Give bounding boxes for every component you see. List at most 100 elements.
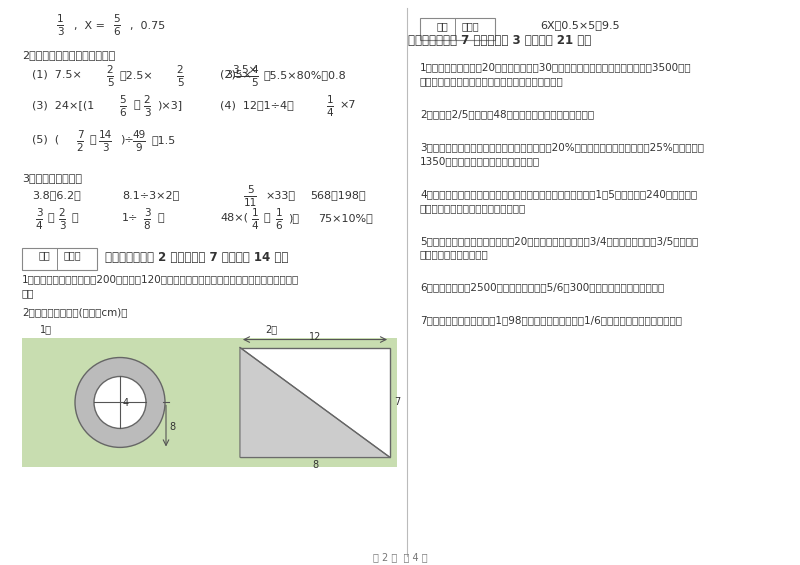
Text: ,  0.75: , 0.75 bbox=[130, 21, 166, 31]
Text: 评卷人: 评卷人 bbox=[462, 21, 480, 31]
Text: －: － bbox=[48, 212, 54, 223]
Text: 5: 5 bbox=[114, 14, 120, 24]
Text: 5: 5 bbox=[177, 78, 183, 88]
Text: 3．芳芳打一份稿件，上午打了这份稿件总字的20%，下午打了这份稿件总字的25%，一共打了: 3．芳芳打一份稿件，上午打了这份稿件总字的20%，下午打了这份稿件总字的25%，… bbox=[420, 142, 704, 152]
Text: 3: 3 bbox=[144, 108, 150, 118]
Bar bbox=[22, 337, 397, 467]
Text: 7．某粮店上一周卖出面粉1頀98吴，卖出的大米比面粉1/6，粮店上卖出大米多少千克？: 7．某粮店上一周卖出面粉1頀98吴，卖出的大米比面粉1/6，粮店上卖出大米多少千… bbox=[420, 316, 682, 325]
Text: 5: 5 bbox=[106, 78, 114, 88]
Text: 1．一项工程，甲独做20天完成，乙独做30天完成，现在两人合作，完成后共得3500元，: 1．一项工程，甲独做20天完成，乙独做30天完成，现在两人合作，完成后共得350… bbox=[420, 62, 692, 72]
Text: 1．一个长方形运动场长为200米，宽为120米，请用的比例尺画出它的平面图和它的所有对称: 1．一个长方形运动场长为200米，宽为120米，请用的比例尺画出它的平面图和它的… bbox=[22, 275, 299, 285]
Text: 得分: 得分 bbox=[39, 251, 50, 260]
Text: 6: 6 bbox=[120, 108, 126, 118]
Text: －: － bbox=[133, 100, 140, 110]
Text: 2．: 2． bbox=[265, 324, 277, 334]
Text: 1．: 1． bbox=[40, 324, 52, 334]
Text: 这批校服的一半，这批校服共多少套？: 这批校服的一半，这批校服共多少套？ bbox=[420, 203, 526, 213]
Text: 1: 1 bbox=[252, 208, 258, 218]
Text: －: － bbox=[264, 212, 270, 223]
Text: 6: 6 bbox=[114, 27, 120, 37]
Text: －1.5: －1.5 bbox=[152, 135, 176, 145]
Text: ＝: ＝ bbox=[72, 212, 78, 223]
Bar bbox=[240, 347, 390, 458]
Text: 5: 5 bbox=[120, 95, 126, 105]
Text: 3．直接写出得数。: 3．直接写出得数。 bbox=[22, 173, 82, 182]
Text: 3: 3 bbox=[144, 208, 150, 218]
Text: 4: 4 bbox=[252, 65, 258, 75]
Polygon shape bbox=[240, 347, 390, 458]
Text: 1: 1 bbox=[57, 14, 63, 24]
Text: 5: 5 bbox=[252, 78, 258, 88]
Text: 75×10%＝: 75×10%＝ bbox=[318, 212, 373, 223]
Text: 8.1÷3×2＝: 8.1÷3×2＝ bbox=[122, 190, 179, 200]
Text: 3: 3 bbox=[58, 221, 66, 231]
Text: 6: 6 bbox=[276, 221, 282, 231]
Text: 6．商店卖出白菜2500克，比卖出萝卜的5/6少300克，卖出的萝卜有多少吸？: 6．商店卖出白菜2500克，比卖出萝卜的5/6少300克，卖出的萝卜有多少吸？ bbox=[420, 282, 664, 293]
Text: (2): (2) bbox=[220, 70, 236, 80]
Text: 9: 9 bbox=[136, 143, 142, 153]
Text: 2．求阴影部分面积(单位：cm)。: 2．求阴影部分面积(单位：cm)。 bbox=[22, 307, 127, 318]
Text: 3: 3 bbox=[36, 208, 42, 218]
Text: 7: 7 bbox=[394, 397, 400, 407]
Text: 2．一桶油2/5，还剩下48千克，这桶油原来重多少千克？: 2．一桶油2/5，还剩下48千克，这桶油原来重多少千克？ bbox=[420, 109, 594, 119]
Text: )×3]: )×3] bbox=[157, 100, 182, 110]
Text: 5．商店运来一些水果，运来苹果20筐，梨的筐数是苹果的3/4，同时又是橘子的3/5，运来橘: 5．商店运来一些水果，运来苹果20筐，梨的筐数是苹果的3/4，同时又是橘子的3/… bbox=[420, 236, 698, 246]
Text: 48×(: 48×( bbox=[220, 212, 248, 223]
Text: 11: 11 bbox=[243, 198, 257, 208]
Text: 4．服装厂要生产一批校服，第一周完成的套数与总套数的比是1：5。如再生产240套，就完成: 4．服装厂要生产一批校服，第一周完成的套数与总套数的比是1：5。如再生产240套… bbox=[420, 189, 697, 199]
Text: (5)  (: (5) ( bbox=[32, 135, 59, 145]
Text: 4: 4 bbox=[326, 108, 334, 118]
Text: 2: 2 bbox=[144, 95, 150, 105]
Text: 2: 2 bbox=[77, 143, 83, 153]
Text: 7: 7 bbox=[77, 130, 83, 140]
Text: 2: 2 bbox=[177, 65, 183, 75]
Text: 49: 49 bbox=[132, 130, 146, 140]
Text: 3: 3 bbox=[57, 27, 63, 37]
Text: 4: 4 bbox=[123, 398, 129, 408]
Ellipse shape bbox=[94, 376, 146, 428]
Bar bbox=[22, 247, 97, 270]
Text: 评卷人: 评卷人 bbox=[64, 251, 82, 260]
Text: 3: 3 bbox=[102, 143, 108, 153]
Text: 子多少筐？（用方程解）: 子多少筐？（用方程解） bbox=[420, 250, 489, 260]
Text: 8: 8 bbox=[312, 460, 318, 471]
Text: 1: 1 bbox=[326, 95, 334, 105]
Text: 1÷: 1÷ bbox=[122, 212, 138, 223]
Bar bbox=[420, 18, 495, 40]
Text: 12: 12 bbox=[309, 332, 321, 342]
Text: (4)  12－1÷4－: (4) 12－1÷4－ bbox=[220, 100, 294, 110]
Text: (1)  7.5×: (1) 7.5× bbox=[32, 70, 82, 80]
Text: ×7: ×7 bbox=[339, 100, 355, 110]
Text: 第 2 页  共 4 页: 第 2 页 共 4 页 bbox=[373, 552, 427, 562]
Text: )÷: )÷ bbox=[120, 135, 134, 145]
Text: ,  X =: , X = bbox=[74, 21, 109, 31]
Text: 1: 1 bbox=[276, 208, 282, 218]
Text: 6X－0.5×5＝9.5: 6X－0.5×5＝9.5 bbox=[540, 20, 620, 30]
Text: 8: 8 bbox=[144, 221, 150, 231]
Text: 3.5×: 3.5× bbox=[232, 65, 258, 75]
Text: 568－198＝: 568－198＝ bbox=[310, 190, 366, 200]
Text: ＋: ＋ bbox=[90, 135, 97, 145]
Text: 1350个字。这份稿件一共有多少个字？: 1350个字。这份稿件一共有多少个字？ bbox=[420, 156, 540, 166]
Text: )＝: )＝ bbox=[288, 212, 299, 223]
Ellipse shape bbox=[75, 358, 165, 447]
Text: 如果按完成工程量分配工资，甲、乙各分得多少元？: 如果按完成工程量分配工资，甲、乙各分得多少元？ bbox=[420, 76, 564, 86]
Text: 3.5×: 3.5× bbox=[225, 70, 252, 80]
Text: 六、应用题（共 7 小题，每题 3 分，共计 21 分）: 六、应用题（共 7 小题，每题 3 分，共计 21 分） bbox=[408, 34, 592, 47]
Text: 3.8＋6.2＝: 3.8＋6.2＝ bbox=[32, 190, 81, 200]
Text: 2: 2 bbox=[58, 208, 66, 218]
Text: 轴。: 轴。 bbox=[22, 289, 34, 299]
Text: 8: 8 bbox=[169, 423, 175, 432]
Text: 5: 5 bbox=[246, 185, 254, 195]
Text: ＝: ＝ bbox=[158, 212, 165, 223]
Text: ＋5.5×80%＋0.8: ＋5.5×80%＋0.8 bbox=[263, 70, 346, 80]
Text: (3)  24×[(1: (3) 24×[(1 bbox=[32, 100, 94, 110]
Text: 2．计算，能简算的写出过程。: 2．计算，能简算的写出过程。 bbox=[22, 50, 115, 60]
Text: 得分: 得分 bbox=[437, 21, 449, 31]
Text: 4: 4 bbox=[36, 221, 42, 231]
Text: ×33＝: ×33＝ bbox=[265, 190, 295, 200]
Text: 2: 2 bbox=[106, 65, 114, 75]
Text: 五、综合题（共 2 小题，每题 7 分，共计 14 分）: 五、综合题（共 2 小题，每题 7 分，共计 14 分） bbox=[105, 251, 288, 264]
Text: 4: 4 bbox=[252, 221, 258, 231]
Text: 14: 14 bbox=[98, 130, 112, 140]
